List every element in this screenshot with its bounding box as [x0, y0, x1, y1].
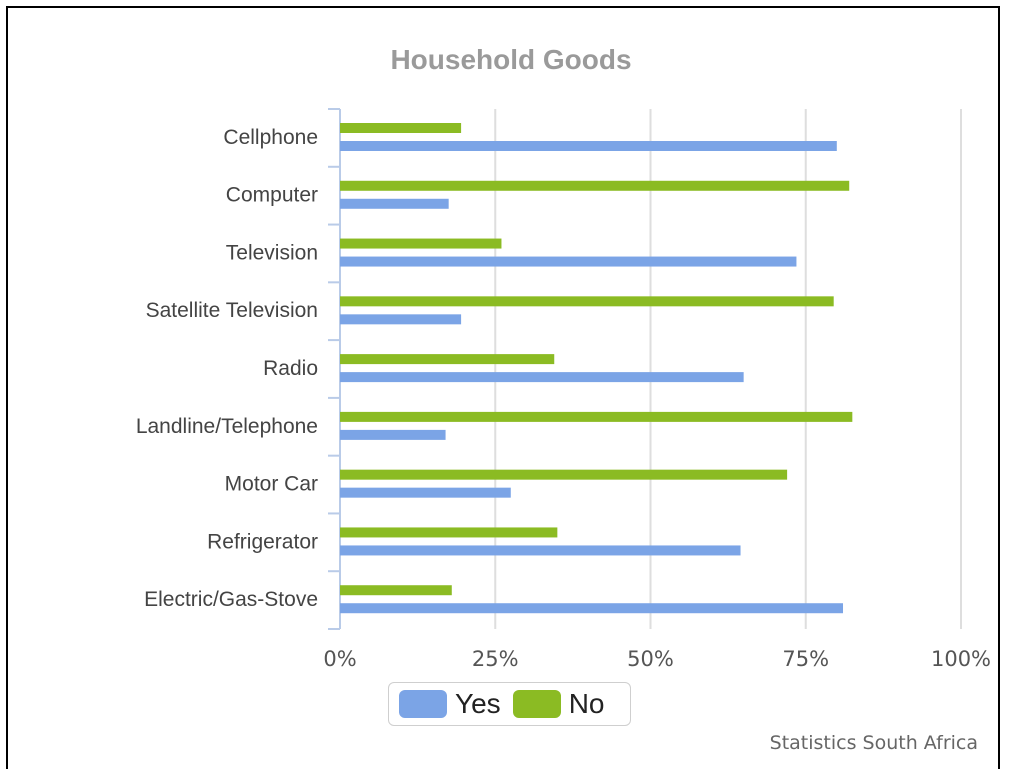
frame-border-right: [998, 6, 1000, 769]
bar-no[interactable]: [340, 296, 834, 307]
x-tick-label: 0%: [323, 647, 356, 671]
bar-yes[interactable]: [340, 545, 741, 556]
bars: [340, 123, 853, 614]
legend-label-yes: Yes: [455, 688, 501, 719]
bar-yes[interactable]: [340, 429, 446, 440]
category-label: Radio: [263, 357, 318, 380]
bar-no[interactable]: [340, 354, 555, 365]
bar-yes[interactable]: [340, 198, 449, 209]
bar-no[interactable]: [340, 469, 788, 480]
x-tick-label: 25%: [472, 647, 519, 671]
legend-swatch-no: [512, 690, 561, 718]
category-label: Computer: [226, 184, 318, 207]
category-label: Television: [226, 241, 318, 264]
legend-swatch-yes: [399, 690, 447, 718]
frame-border-left: [6, 6, 8, 769]
bar-no[interactable]: [340, 585, 452, 596]
legend-item-no[interactable]: No: [512, 688, 605, 720]
legend-item-yes[interactable]: Yes: [399, 688, 501, 720]
bar-no[interactable]: [340, 123, 462, 133]
y-axis: [328, 108, 341, 630]
category-labels: Cellphone Computer Television Satellite Tel…: [136, 126, 318, 611]
category-label: Landline/Telephone: [136, 415, 318, 438]
x-tick-label: 100%: [931, 647, 991, 671]
category-label: Motor Car: [225, 473, 318, 496]
grid-lines: [494, 109, 962, 629]
bar-yes[interactable]: [340, 487, 511, 498]
category-label: Satellite Television: [146, 299, 318, 322]
chart-title: Household Goods: [390, 44, 631, 75]
legend: Yes No: [388, 682, 631, 726]
frame-border-top: [6, 6, 998, 8]
bar-yes[interactable]: [340, 141, 837, 151]
category-label: Refrigerator: [207, 530, 318, 553]
bar-no[interactable]: [340, 527, 558, 538]
bar-no[interactable]: [340, 238, 502, 249]
x-axis-tick-labels: 0% 25% 50% 75% 100%: [323, 647, 991, 671]
bar-yes[interactable]: [340, 256, 797, 267]
legend-label-no: No: [568, 688, 605, 719]
source-credit[interactable]: Statistics South Africa: [769, 732, 978, 754]
bar-yes[interactable]: [340, 314, 462, 325]
bar-no[interactable]: [340, 180, 850, 191]
x-tick-label: 75%: [782, 647, 829, 671]
category-label: Electric/Gas-Stove: [144, 588, 318, 611]
bar-yes[interactable]: [340, 372, 744, 383]
category-label: Cellphone: [223, 126, 318, 149]
bar-yes[interactable]: [340, 603, 844, 614]
bar-no[interactable]: [340, 411, 853, 422]
x-tick-label: 50%: [627, 647, 674, 671]
